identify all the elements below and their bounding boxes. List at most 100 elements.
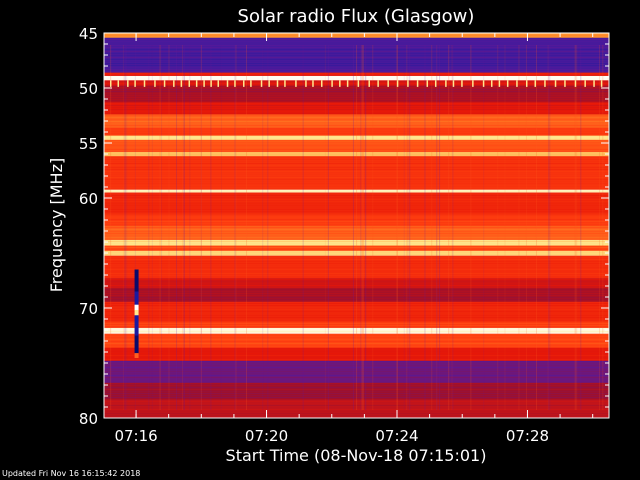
texture-streak	[262, 45, 264, 410]
frequency-band	[104, 75, 609, 81]
texture-line	[104, 243, 609, 244]
texture-streak	[189, 45, 191, 410]
texture-line	[104, 61, 609, 62]
texture-line	[104, 357, 609, 358]
texture-line	[104, 369, 609, 370]
interference-dot	[110, 80, 112, 87]
interference-dot	[396, 80, 399, 87]
interference-dot	[143, 80, 146, 87]
axis-ticks: 45 50 55 60 70 80 07:16 07:20 07:24 07:28	[79, 25, 609, 445]
texture-line	[104, 185, 609, 186]
interference-dot	[188, 80, 191, 87]
texture-streak	[352, 45, 354, 410]
texture-streak	[574, 45, 576, 410]
texture-line	[104, 97, 609, 98]
texture-line	[104, 335, 609, 336]
texture-line	[104, 173, 609, 174]
radio-burst	[134, 304, 139, 311]
interference-dot	[357, 80, 360, 87]
interference-dot	[490, 80, 493, 87]
texture-line	[104, 79, 609, 80]
texture-line	[104, 339, 609, 340]
texture-line	[104, 145, 609, 146]
texture-line	[104, 149, 609, 150]
texture-streak	[360, 45, 362, 410]
interference-dot	[564, 80, 566, 87]
texture-line	[104, 87, 609, 88]
texture-line	[104, 151, 609, 152]
texture-line	[104, 47, 609, 48]
y-tick-label: 60	[79, 190, 98, 208]
interference-dot	[445, 80, 447, 87]
texture-line	[104, 215, 609, 216]
texture-line	[104, 403, 609, 404]
texture-streak	[267, 45, 269, 410]
interference-dot	[312, 80, 314, 87]
interference-dot	[250, 80, 252, 87]
interference-dot	[260, 80, 263, 87]
texture-line	[104, 253, 609, 254]
texture-line	[104, 73, 609, 74]
texture-line	[104, 377, 609, 378]
texture-streak	[580, 45, 582, 410]
texture-line	[104, 239, 609, 240]
texture-line	[104, 261, 609, 262]
texture-line	[104, 85, 609, 86]
texture-line	[104, 109, 609, 110]
texture-line	[104, 213, 609, 214]
interference-dot	[321, 80, 323, 87]
texture-line	[104, 247, 609, 248]
texture-line	[104, 379, 609, 380]
interference-dot	[368, 80, 370, 87]
texture-streak	[518, 45, 520, 410]
texture-line	[104, 283, 609, 284]
interference-dot	[434, 80, 437, 87]
texture-line	[104, 391, 609, 392]
texture-line	[104, 219, 609, 220]
heatmap-body	[104, 33, 609, 418]
texture-line	[104, 317, 609, 318]
frequency-band	[104, 214, 609, 226]
texture-line	[104, 139, 609, 140]
texture-line	[104, 175, 609, 176]
x-tick-label: 07:16	[114, 427, 157, 445]
interference-dot	[593, 80, 595, 87]
texture-line	[104, 103, 609, 104]
interference-dot	[117, 80, 120, 87]
texture-line	[104, 99, 609, 100]
interference-dot	[268, 80, 270, 87]
texture-line	[104, 95, 609, 96]
texture-line	[104, 231, 609, 232]
texture-line	[104, 331, 609, 332]
texture-line	[104, 35, 609, 36]
texture-line	[104, 217, 609, 218]
texture-streak	[547, 45, 549, 410]
texture-line	[104, 225, 609, 226]
y-axis-label: Frequency [MHz]	[47, 158, 66, 292]
texture-line	[104, 181, 609, 182]
interference-dot	[525, 80, 528, 87]
frequency-band	[104, 151, 609, 157]
texture-line	[104, 105, 609, 106]
radio-burst	[134, 309, 139, 316]
texture-line	[104, 381, 609, 382]
texture-streak	[439, 45, 441, 410]
texture-streak	[126, 45, 128, 410]
texture-streak	[599, 45, 601, 410]
updated-timestamp: Updated Fri Nov 16 16:15:42 2018	[2, 469, 141, 478]
texture-streak	[406, 45, 408, 410]
texture-line	[104, 359, 609, 360]
y-tick-label: 80	[79, 410, 98, 428]
frequency-band	[104, 239, 609, 246]
texture-streak	[134, 45, 136, 410]
texture-streak	[452, 45, 454, 410]
texture-line	[104, 345, 609, 346]
texture-line	[104, 325, 609, 326]
texture-streak	[246, 45, 248, 410]
texture-line	[104, 287, 609, 288]
texture-line	[104, 387, 609, 388]
texture-line	[104, 303, 609, 304]
texture-streak	[356, 45, 358, 410]
texture-line	[104, 313, 609, 314]
